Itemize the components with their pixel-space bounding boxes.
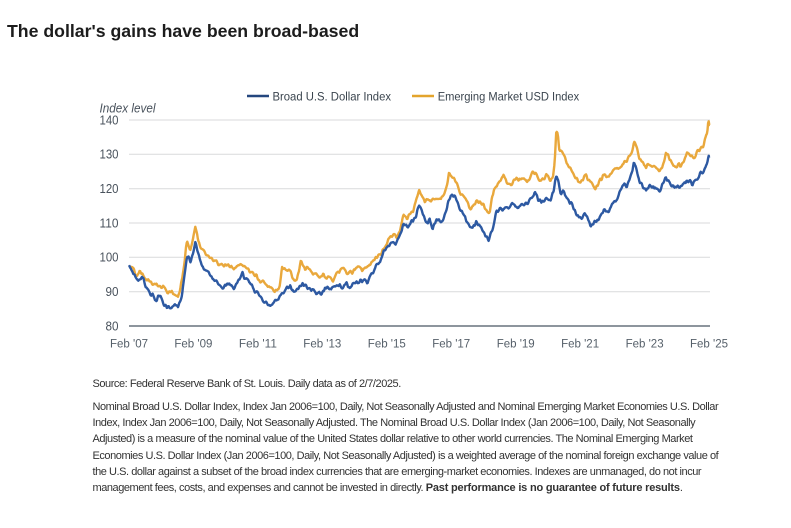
svg-text:Index level: Index level bbox=[100, 102, 157, 116]
svg-text:Feb '13: Feb '13 bbox=[303, 336, 341, 350]
svg-text:Feb '25: Feb '25 bbox=[690, 336, 728, 350]
svg-text:Feb '23: Feb '23 bbox=[626, 336, 664, 350]
svg-text:Feb '11: Feb '11 bbox=[239, 336, 277, 350]
svg-text:140: 140 bbox=[100, 112, 119, 127]
svg-text:Feb '21: Feb '21 bbox=[561, 336, 599, 350]
svg-text:Feb '07: Feb '07 bbox=[110, 336, 148, 350]
svg-text:Emerging Market USD Index: Emerging Market USD Index bbox=[438, 89, 580, 103]
svg-text:90: 90 bbox=[106, 284, 119, 299]
svg-text:Broad U.S. Dollar Index: Broad U.S. Dollar Index bbox=[273, 89, 392, 103]
svg-text:100: 100 bbox=[100, 250, 119, 265]
svg-text:Feb '15: Feb '15 bbox=[368, 336, 406, 350]
svg-text:Feb '17: Feb '17 bbox=[432, 336, 470, 350]
svg-text:120: 120 bbox=[100, 181, 119, 196]
svg-text:130: 130 bbox=[100, 147, 119, 162]
svg-text:110: 110 bbox=[100, 215, 119, 230]
svg-text:Feb '09: Feb '09 bbox=[174, 336, 212, 350]
svg-text:80: 80 bbox=[106, 318, 119, 333]
svg-text:Feb '19: Feb '19 bbox=[497, 336, 535, 350]
